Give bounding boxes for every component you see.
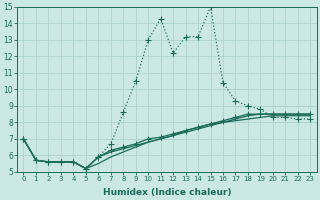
X-axis label: Humidex (Indice chaleur): Humidex (Indice chaleur) [103, 188, 231, 197]
